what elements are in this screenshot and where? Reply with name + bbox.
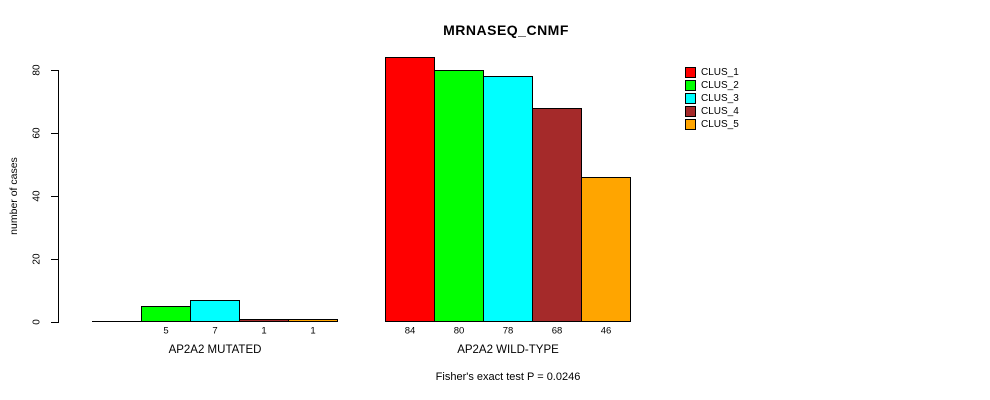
- y-tick: [51, 259, 58, 260]
- legend-swatch-clus_2: [685, 80, 696, 91]
- bar-value-label: 84: [404, 325, 416, 337]
- x-group-label-mutated: AP2A2 MUTATED: [168, 344, 262, 356]
- legend-label: CLUS_2: [701, 80, 739, 91]
- legend-item: CLUS_3: [685, 92, 739, 105]
- legend-label: CLUS_3: [701, 93, 739, 104]
- bar-ap2a2-mutated-clus_5: [288, 319, 338, 322]
- legend-item: CLUS_4: [685, 105, 739, 118]
- y-tick-label: 20: [31, 253, 43, 265]
- x-group-label-wildtype: AP2A2 WILD-TYPE: [457, 344, 559, 356]
- bar-value-label: 68: [551, 325, 563, 337]
- bar-value-label: 78: [502, 325, 514, 337]
- y-tick: [51, 322, 58, 323]
- y-tick: [51, 70, 58, 71]
- y-axis-title: number of cases: [8, 157, 20, 235]
- bar-ap2a2-mutated-clus_2: [141, 306, 191, 322]
- bar-ap2a2-wild-type-clus_3: [483, 76, 533, 322]
- legend-label: CLUS_5: [701, 119, 739, 130]
- y-axis-line: [58, 70, 59, 323]
- legend-label: CLUS_4: [701, 106, 739, 117]
- bar-ap2a2-wild-type-clus_1: [385, 57, 435, 322]
- legend-swatch-clus_5: [685, 119, 696, 130]
- legend-label: CLUS_1: [701, 67, 739, 78]
- y-tick-label: 80: [31, 64, 43, 76]
- bar-ap2a2-wild-type-clus_5: [581, 177, 631, 322]
- y-tick: [51, 196, 58, 197]
- chart-title: MRNASEQ_CNMF: [443, 22, 569, 38]
- bar-ap2a2-mutated-clus_3: [190, 300, 240, 322]
- y-tick-label: 0: [31, 319, 43, 325]
- legend-item: CLUS_5: [685, 118, 739, 131]
- bar-value-label: 46: [600, 325, 612, 337]
- bar-ap2a2-wild-type-clus_2: [434, 70, 484, 322]
- bar-ap2a2-mutated-clus_1: [92, 321, 142, 322]
- bar-value-label: 7: [212, 325, 218, 337]
- legend-swatch-clus_4: [685, 106, 696, 117]
- y-tick-label: 60: [31, 127, 43, 139]
- legend-swatch-clus_3: [685, 93, 696, 104]
- bar-ap2a2-mutated-clus_4: [239, 319, 289, 322]
- bar-value-label: 1: [310, 325, 316, 337]
- bar-ap2a2-wild-type-clus_4: [532, 108, 582, 322]
- bar-value-label: 5: [163, 325, 169, 337]
- legend-swatch-clus_1: [685, 67, 696, 78]
- bar-value-label: 80: [453, 325, 465, 337]
- legend-item: CLUS_2: [685, 79, 739, 92]
- bar-value-label: 1: [261, 325, 267, 337]
- y-tick: [51, 133, 58, 134]
- fisher-test-annotation: Fisher's exact test P = 0.0246: [435, 371, 581, 383]
- y-tick-label: 40: [31, 190, 43, 202]
- legend-item: CLUS_1: [685, 66, 739, 79]
